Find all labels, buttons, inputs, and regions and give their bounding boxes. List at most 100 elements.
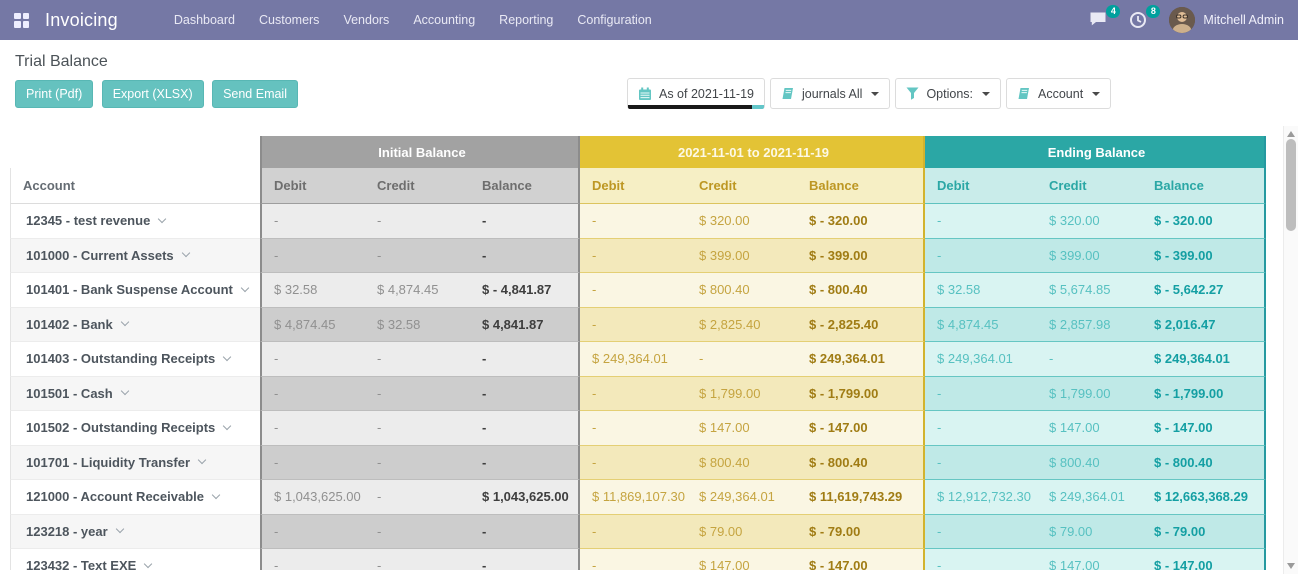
ending-debit-cell: $ 249,364.01 (925, 342, 1037, 377)
scroll-down-arrow-icon[interactable] (1287, 563, 1295, 569)
period-credit-cell: $ 1,799.00 (687, 376, 797, 411)
account-label: 101501 - Cash (26, 385, 113, 401)
journals-filter-label: journals All (801, 86, 863, 101)
menu-item-configuration[interactable]: Configuration (577, 13, 652, 27)
period-credit-cell: $ 147.00 (687, 549, 797, 570)
vertical-scrollbar[interactable] (1283, 126, 1298, 574)
initial-balance-cell: - (470, 549, 580, 570)
initial-credit-cell: - (365, 342, 470, 377)
scrollbar-thumb[interactable] (1286, 139, 1296, 231)
account-label: 101402 - Bank (26, 316, 113, 332)
apps-menu-icon[interactable] (14, 12, 29, 28)
initial-balance-cell: - (470, 204, 580, 239)
activities-clock-icon[interactable]: 8 (1129, 5, 1161, 29)
account-cell[interactable]: 123218 - year (10, 514, 260, 549)
table-row: 101502 - Outstanding Receipts - - - - $ … (10, 411, 1266, 446)
ending-balance-cell: $ - 147.00 (1142, 549, 1266, 570)
menu-item-customers[interactable]: Customers (259, 13, 320, 27)
ending-balance-cell: $ - 1,799.00 (1142, 376, 1266, 411)
menu-item-dashboard[interactable]: Dashboard (173, 13, 235, 27)
period-credit-cell: $ 2,825.40 (687, 307, 797, 342)
ending-balance-cell: $ - 5,642.27 (1142, 273, 1266, 308)
menu-item-accounting[interactable]: Accounting (413, 13, 476, 27)
period-debit-cell: - (580, 238, 687, 273)
account-cell[interactable]: 101403 - Outstanding Receipts (10, 342, 260, 377)
menu-item-vendors[interactable]: Vendors (343, 13, 390, 27)
ending-debit-cell: $ 32.58 (925, 273, 1037, 308)
journals-filter[interactable]: journals All (769, 78, 891, 109)
chevron-down-icon (115, 525, 124, 534)
initial-debit-cell: - (260, 238, 365, 273)
ending-credit-cell: $ 249,364.01 (1037, 480, 1142, 515)
initial-debit-cell: - (260, 549, 365, 570)
table-row: 101403 - Outstanding Receipts - - - $ 24… (10, 342, 1266, 377)
initial-debit-cell: - (260, 445, 365, 480)
ending-debit-cell: - (925, 204, 1037, 239)
chevron-down-icon (223, 352, 232, 361)
ending-credit-cell: $ 5,674.85 (1037, 273, 1142, 308)
table-group-header-row: Initial Balance 2021-11-01 to 2021-11-19… (10, 136, 1266, 168)
chevron-down-icon (120, 387, 129, 396)
options-filter[interactable]: Options: (895, 78, 1001, 109)
ending-credit-cell: $ 79.00 (1037, 514, 1142, 549)
chevron-down-icon (240, 283, 250, 292)
ending-credit-cell: $ 147.00 (1037, 549, 1142, 570)
ending-debit-cell: $ 4,874.45 (925, 307, 1037, 342)
date-filter[interactable]: As of 2021-11-19 (627, 78, 765, 109)
action-bar: Print (Pdf) Export (XLSX) Send Email As … (15, 78, 1298, 110)
account-cell[interactable]: 101501 - Cash (10, 376, 260, 411)
period-balance-cell: $ - 2,825.40 (797, 307, 925, 342)
period-debit-cell: - (580, 549, 687, 570)
account-label: 121000 - Account Receivable (26, 489, 204, 505)
initial-balance-cell: - (470, 411, 580, 446)
account-cell[interactable]: 12345 - test revenue (10, 204, 260, 239)
messages-icon[interactable]: 4 (1089, 5, 1121, 29)
table-row: 123218 - year - - - - $ 79.00 $ - 79.00 … (10, 514, 1266, 549)
app-title[interactable]: Invoicing (45, 9, 118, 30)
chevron-down-icon (197, 456, 207, 465)
account-cell[interactable]: 101401 - Bank Suspense Account (10, 273, 260, 308)
initial-credit-cell: $ 4,874.45 (365, 273, 470, 308)
print-pdf-button[interactable]: Print (Pdf) (15, 80, 94, 108)
account-cell[interactable]: 123432 - Text EXE (10, 549, 260, 570)
table-row: 101000 - Current Assets - - - - $ 399.00… (10, 238, 1266, 273)
period-credit-cell: $ 320.00 (687, 204, 797, 239)
ending-debit-cell: - (925, 445, 1037, 480)
group-header-initial-balance: Initial Balance (260, 136, 580, 168)
period-balance-cell: $ - 320.00 (797, 204, 925, 239)
scroll-up-arrow-icon[interactable] (1287, 131, 1295, 137)
chevron-down-icon (158, 214, 167, 223)
column-header-ending-debit: Debit (925, 168, 1037, 204)
period-debit-cell: - (580, 204, 687, 239)
ending-balance-cell: $ 2,016.47 (1142, 307, 1266, 342)
period-balance-cell: $ - 1,799.00 (797, 376, 925, 411)
journal-book-icon (1018, 88, 1029, 99)
account-label: 101502 - Outstanding Receipts (26, 420, 216, 436)
initial-debit-cell: - (260, 514, 365, 549)
send-email-button[interactable]: Send Email (212, 80, 298, 108)
ending-debit-cell: - (925, 411, 1037, 446)
caret-down-icon (1092, 91, 1101, 96)
ending-debit-cell: $ 12,912,732.30 (925, 480, 1037, 515)
export-xlsx-button[interactable]: Export (XLSX) (101, 80, 204, 108)
account-cell[interactable]: 101701 - Liquidity Transfer (10, 445, 260, 480)
activities-badge: 8 (1146, 5, 1161, 18)
account-cell[interactable]: 101502 - Outstanding Receipts (10, 411, 260, 446)
group-header-ending-balance: Ending Balance (925, 136, 1266, 168)
column-header-initial-balance: Balance (470, 168, 580, 204)
account-cell[interactable]: 101402 - Bank (10, 307, 260, 342)
account-cell[interactable]: 121000 - Account Receivable (10, 480, 260, 515)
account-filter[interactable]: Account (1006, 78, 1112, 109)
period-credit-cell: $ 147.00 (687, 411, 797, 446)
account-label: 101000 - Current Assets (26, 247, 174, 263)
period-balance-cell: $ 249,364.01 (797, 342, 925, 377)
initial-credit-cell: $ 32.58 (365, 307, 470, 342)
user-menu[interactable]: Mitchell Admin (1169, 7, 1284, 33)
initial-debit-cell: - (260, 376, 365, 411)
menu-item-reporting[interactable]: Reporting (499, 13, 554, 27)
table-subheader-row: Account Debit Credit Balance Debit Credi… (10, 168, 1266, 204)
period-balance-cell: $ - 147.00 (797, 549, 925, 570)
account-cell[interactable]: 101000 - Current Assets (10, 238, 260, 273)
caret-down-icon (982, 91, 990, 96)
initial-balance-cell: $ - 4,841.87 (470, 273, 580, 308)
